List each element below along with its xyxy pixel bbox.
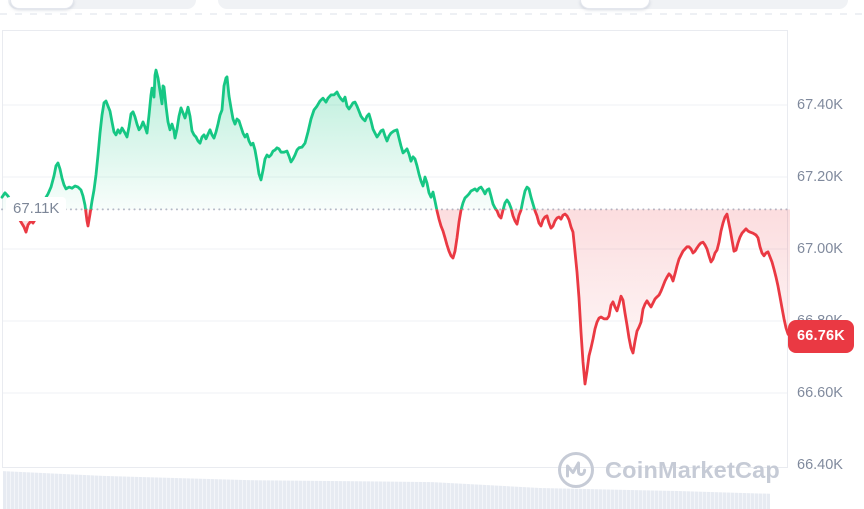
price-chart-plot[interactable] [0, 30, 790, 468]
y-axis-label: 66.40K [797, 457, 843, 473]
area-fill-green [2, 70, 535, 210]
area-fill-red [2, 209, 790, 384]
chart-type-active-pill[interactable] [10, 0, 74, 9]
time-range-toggle-group[interactable] [218, 0, 848, 9]
y-axis-label: 66.60K [797, 385, 843, 401]
price-line-green [0, 68, 537, 210]
baseline-price-label: 67.11K [6, 197, 67, 221]
section-divider [0, 13, 864, 15]
time-range-active-pill[interactable] [580, 0, 650, 9]
coinmarketcap-watermark: CoinMarketCap [556, 450, 780, 490]
watermark-label: CoinMarketCap [605, 456, 780, 483]
y-axis-label: 67.00K [797, 241, 843, 257]
y-axis-label: 67.40K [797, 97, 843, 113]
y-axis-label: 67.20K [797, 169, 843, 185]
current-price-badge: 66.76K [788, 320, 854, 353]
price-line-red [13, 209, 790, 386]
coinmarketcap-logo-icon [558, 452, 594, 488]
chart-type-toggle-group[interactable] [8, 0, 196, 9]
